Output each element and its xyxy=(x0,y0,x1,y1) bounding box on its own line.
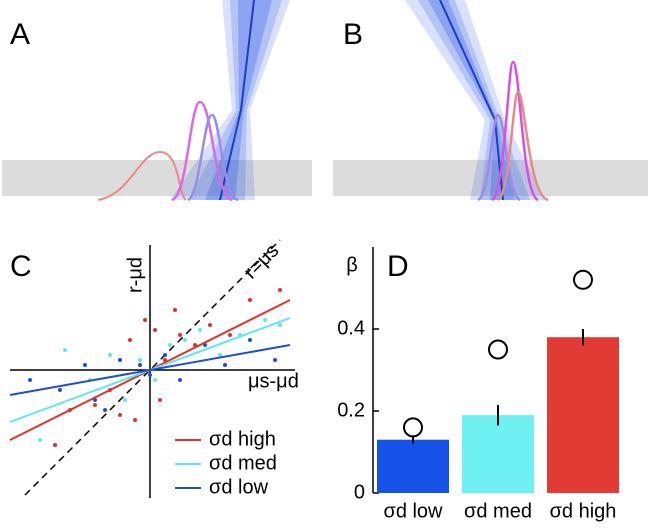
point xyxy=(273,358,277,362)
point xyxy=(278,288,282,292)
x-tick-label: σd med xyxy=(464,500,532,522)
point xyxy=(143,318,147,322)
point xyxy=(103,408,107,412)
point xyxy=(93,403,97,407)
point xyxy=(178,378,182,382)
point xyxy=(173,308,177,312)
point xyxy=(218,353,222,357)
gaussian xyxy=(187,113,239,202)
point xyxy=(133,418,137,422)
prediction xyxy=(403,417,423,438)
panel-label: B xyxy=(343,18,363,51)
bar xyxy=(462,415,534,493)
point xyxy=(228,333,232,337)
point xyxy=(53,443,57,447)
point xyxy=(83,363,87,367)
legend-label: σd low xyxy=(209,476,269,498)
point xyxy=(198,328,202,332)
point xyxy=(148,373,152,377)
panel-label: C xyxy=(10,250,32,283)
point xyxy=(248,338,252,342)
point xyxy=(138,358,142,362)
prediction xyxy=(488,339,508,360)
y-axis-label: β xyxy=(346,254,358,276)
x-axis-label: μs-μd xyxy=(248,370,299,392)
y-tick-label: 0.2 xyxy=(337,399,365,421)
y-axis-label: r-μd xyxy=(124,257,146,293)
gaussian xyxy=(171,100,233,202)
point xyxy=(118,413,122,417)
panel-label: D xyxy=(387,250,409,283)
bar xyxy=(377,439,449,493)
gaussian xyxy=(477,113,521,202)
illustration-a xyxy=(2,0,312,202)
point xyxy=(278,323,282,327)
point xyxy=(263,318,267,322)
point xyxy=(128,338,132,342)
y-tick-label: 0.4 xyxy=(337,317,365,339)
point xyxy=(58,388,62,392)
reference-label: r=μs xyxy=(240,240,284,284)
point xyxy=(153,328,157,332)
bar xyxy=(547,337,619,493)
point xyxy=(138,363,142,367)
legend-label: σd med xyxy=(209,452,277,474)
x-tick-label: σd high xyxy=(550,500,617,522)
point xyxy=(63,348,67,352)
point xyxy=(118,358,122,362)
point xyxy=(28,378,32,382)
point xyxy=(223,363,227,367)
illustration-b xyxy=(333,0,648,202)
gaussian xyxy=(497,90,549,202)
point xyxy=(248,298,252,302)
reference-line xyxy=(24,239,281,496)
cone-axis xyxy=(219,0,255,201)
x-tick-label: σd low xyxy=(383,500,443,522)
gray-band xyxy=(2,160,312,196)
cone xyxy=(188,0,282,200)
point xyxy=(38,438,42,442)
point xyxy=(183,338,187,342)
prediction xyxy=(573,269,593,290)
gray-band xyxy=(333,160,648,196)
cone xyxy=(418,0,530,200)
point xyxy=(108,353,112,357)
point xyxy=(178,333,182,337)
cone xyxy=(205,0,272,200)
point xyxy=(153,378,157,382)
gaussian xyxy=(491,60,539,202)
point xyxy=(158,398,162,402)
point xyxy=(123,398,127,402)
y-tick-label: 0 xyxy=(354,481,365,503)
point xyxy=(168,343,172,347)
cone xyxy=(170,0,290,200)
point xyxy=(208,323,212,327)
point xyxy=(163,353,167,357)
panel-label: A xyxy=(10,18,30,51)
cone xyxy=(428,0,515,200)
legend-label: σd high xyxy=(209,428,276,450)
regression-line xyxy=(9,344,291,396)
